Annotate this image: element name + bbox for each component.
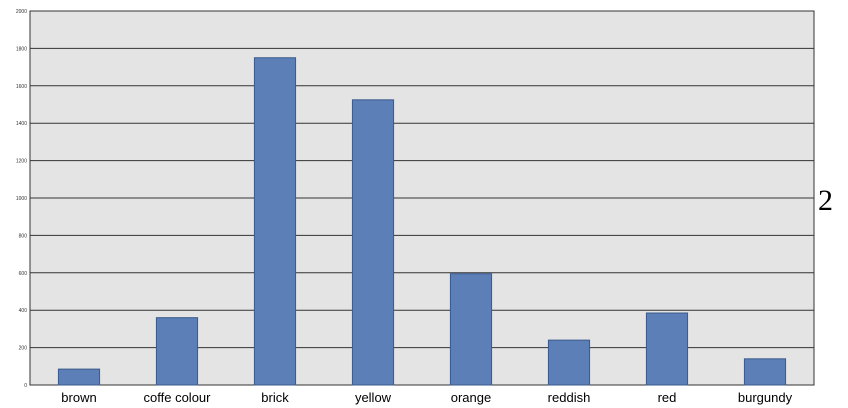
- panel-label: 2: [818, 184, 833, 217]
- y-tick-label: 1600: [16, 84, 27, 90]
- bar-yellow: [351, 99, 395, 386]
- x-category-label: yellow: [355, 390, 392, 405]
- bar-brown: [57, 368, 101, 386]
- bar-reddish: [547, 339, 591, 386]
- bar-red: [645, 312, 689, 386]
- y-tick-label: 2000: [16, 9, 27, 15]
- bar-orange: [449, 273, 493, 386]
- y-axis-tick-labels: 0 200 400 600 800 1000 1200 1400 1600 1800 2000: [16, 9, 27, 389]
- y-tick-label: 400: [19, 308, 28, 314]
- bar-burgundy: [743, 358, 787, 386]
- y-tick-label: 0: [24, 383, 27, 389]
- x-category-label: orange: [451, 390, 491, 405]
- y-tick-label: 1400: [16, 121, 27, 127]
- y-tick-label: 600: [19, 271, 28, 277]
- y-tick-label: 200: [19, 346, 28, 352]
- y-tick-label: 800: [19, 233, 28, 239]
- x-category-label: coffe colour: [144, 390, 212, 405]
- x-axis-category-labels: brown coffe colour brick yellow orange reddis…: [61, 390, 792, 405]
- x-category-label: brown: [61, 390, 96, 405]
- bar-brick: [253, 57, 297, 386]
- bar-coffe-colour: [155, 317, 199, 386]
- x-category-label: red: [658, 390, 677, 405]
- y-tick-label: 1000: [16, 196, 27, 202]
- x-category-label: brick: [261, 390, 289, 405]
- x-category-label: burgundy: [738, 390, 793, 405]
- y-tick-label: 1800: [16, 46, 27, 52]
- x-category-label: reddish: [548, 390, 591, 405]
- y-tick-label: 1200: [16, 159, 27, 165]
- bars: [57, 57, 787, 386]
